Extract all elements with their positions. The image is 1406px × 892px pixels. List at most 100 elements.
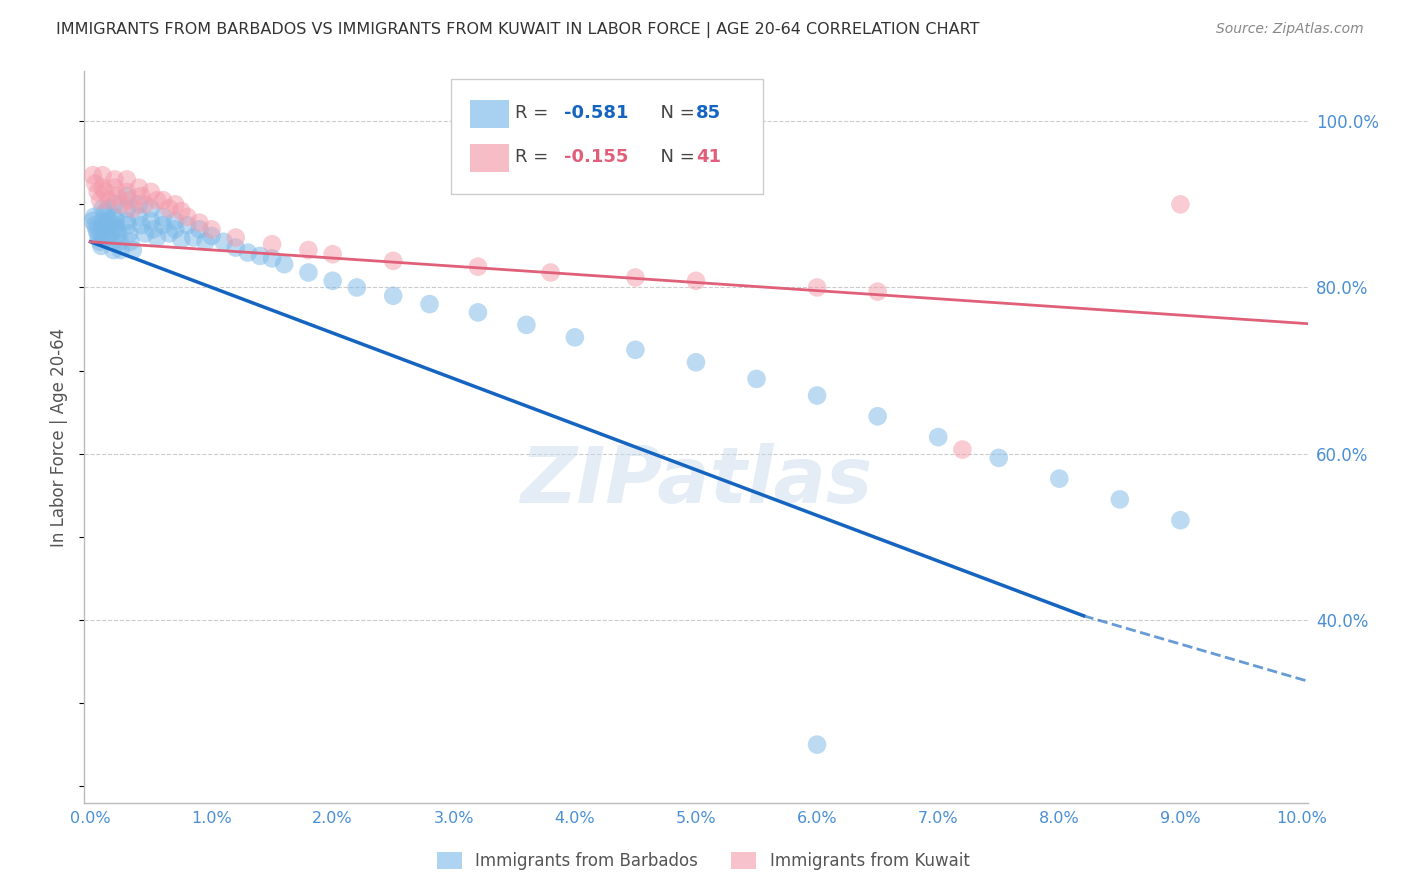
- Point: [1170, 513, 1192, 527]
- Point: [128, 210, 150, 224]
- Point: [108, 235, 131, 249]
- Point: [103, 243, 125, 257]
- Point: [91, 214, 114, 228]
- Point: [515, 318, 537, 332]
- Text: N =: N =: [650, 148, 702, 166]
- Point: [104, 210, 127, 224]
- Point: [97, 193, 120, 207]
- Point: [110, 243, 132, 257]
- Point: [382, 253, 405, 268]
- Point: [188, 216, 211, 230]
- Point: [128, 197, 150, 211]
- Point: [101, 235, 124, 249]
- Text: R =: R =: [515, 148, 554, 166]
- Point: [139, 214, 162, 228]
- Point: [142, 222, 165, 236]
- Text: 85: 85: [696, 104, 721, 122]
- Point: [94, 185, 117, 199]
- Point: [98, 218, 121, 232]
- Point: [82, 168, 104, 182]
- Point: [104, 172, 127, 186]
- Point: [866, 285, 889, 299]
- Point: [91, 230, 114, 244]
- Point: [104, 214, 127, 228]
- Y-axis label: In Labor Force | Age 20-64: In Labor Force | Age 20-64: [51, 327, 69, 547]
- Point: [118, 227, 141, 241]
- Point: [152, 210, 174, 224]
- Point: [152, 218, 174, 232]
- Point: [94, 205, 117, 219]
- Point: [987, 450, 1010, 465]
- Point: [84, 218, 107, 232]
- Point: [104, 180, 127, 194]
- Point: [86, 222, 108, 236]
- Point: [262, 252, 284, 266]
- Text: N =: N =: [650, 104, 702, 122]
- Point: [104, 197, 127, 211]
- Point: [200, 222, 222, 236]
- Point: [129, 189, 152, 203]
- Point: [176, 218, 198, 232]
- Legend: Immigrants from Barbados, Immigrants from Kuwait: Immigrants from Barbados, Immigrants fro…: [430, 845, 976, 877]
- Point: [134, 197, 156, 211]
- Point: [84, 177, 107, 191]
- Point: [188, 222, 211, 236]
- Point: [157, 202, 180, 216]
- Point: [170, 204, 193, 219]
- Point: [104, 218, 127, 232]
- Point: [806, 738, 828, 752]
- Point: [200, 228, 222, 243]
- Point: [139, 202, 162, 216]
- Point: [91, 180, 114, 194]
- Point: [89, 235, 111, 249]
- Point: [927, 430, 949, 444]
- Point: [94, 218, 117, 232]
- Point: [115, 172, 138, 186]
- Point: [110, 197, 132, 211]
- Point: [322, 247, 344, 261]
- Point: [806, 388, 828, 402]
- Text: 41: 41: [696, 148, 721, 166]
- Point: [129, 218, 152, 232]
- FancyBboxPatch shape: [470, 144, 509, 171]
- Point: [89, 193, 111, 207]
- Point: [297, 243, 319, 257]
- FancyBboxPatch shape: [470, 100, 509, 128]
- Point: [86, 185, 108, 199]
- Text: IMMIGRANTS FROM BARBADOS VS IMMIGRANTS FROM KUWAIT IN LABOR FORCE | AGE 20-64 CO: IMMIGRANTS FROM BARBADOS VS IMMIGRANTS F…: [56, 22, 980, 38]
- Point: [139, 185, 162, 199]
- Point: [121, 202, 143, 216]
- Point: [105, 189, 128, 203]
- Point: [346, 280, 368, 294]
- Point: [96, 230, 118, 244]
- Point: [165, 222, 187, 236]
- Text: -0.155: -0.155: [564, 148, 628, 166]
- Point: [685, 274, 707, 288]
- Point: [467, 260, 489, 274]
- FancyBboxPatch shape: [451, 78, 763, 194]
- Point: [418, 297, 440, 311]
- Point: [121, 243, 143, 257]
- Point: [165, 214, 187, 228]
- Point: [97, 202, 120, 216]
- Point: [105, 222, 128, 236]
- Point: [91, 168, 114, 182]
- Point: [540, 266, 562, 280]
- Point: [90, 239, 112, 253]
- Point: [685, 355, 707, 369]
- Point: [146, 230, 169, 244]
- Text: ZIPatlas: ZIPatlas: [520, 443, 872, 519]
- Text: Source: ZipAtlas.com: Source: ZipAtlas.com: [1216, 22, 1364, 37]
- Point: [115, 214, 138, 228]
- Point: [183, 230, 205, 244]
- Point: [86, 227, 108, 241]
- Point: [96, 222, 118, 236]
- Point: [165, 197, 187, 211]
- Point: [624, 343, 647, 357]
- Point: [152, 193, 174, 207]
- Point: [157, 227, 180, 241]
- Point: [225, 241, 247, 255]
- Point: [91, 222, 114, 236]
- Point: [382, 289, 405, 303]
- Point: [134, 227, 156, 241]
